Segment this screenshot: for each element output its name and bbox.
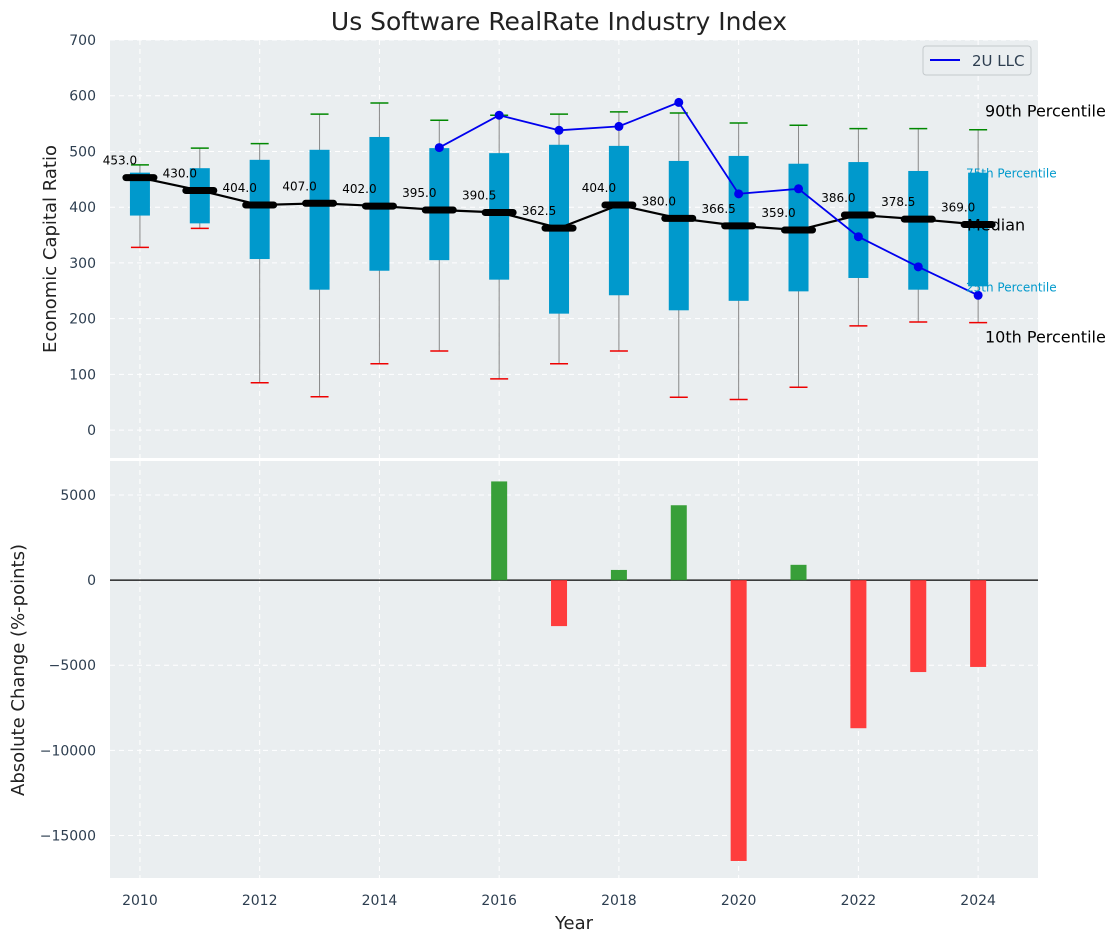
annotation-75th-percentile: 75th Percentile — [966, 167, 1057, 181]
change-bar-positive — [491, 481, 508, 581]
top-y-tick-label: 500 — [69, 144, 96, 160]
x-tick-label: 2016 — [481, 893, 517, 909]
x-tick-label: 2014 — [362, 893, 398, 909]
annotation-25th-percentile: 25th Percentile — [966, 280, 1057, 294]
top-y-tick-label: 700 — [69, 33, 96, 49]
bottom-y-tick-label: 0 — [87, 573, 96, 589]
annotation-median: Median — [967, 215, 1025, 234]
median-value-label: 386.0 — [821, 191, 855, 205]
median-value-label: 380.0 — [642, 194, 676, 208]
series-point-2u-llc — [614, 121, 624, 131]
series-point-2u-llc — [674, 97, 684, 107]
x-tick-label: 2024 — [960, 893, 996, 909]
x-axis-label: Year — [554, 913, 594, 934]
bottom-panel-background — [110, 461, 1038, 878]
median-value-label: 430.0 — [163, 166, 197, 180]
median-value-label: 402.0 — [342, 182, 376, 196]
series-line-2u-llc — [438, 101, 979, 297]
series-2u-llc-group — [434, 97, 983, 300]
top-panel-background — [110, 40, 1038, 458]
series-point-2u-llc — [853, 232, 863, 242]
iqr-box — [429, 148, 450, 261]
x-tick-label: 2018 — [601, 893, 637, 909]
iqr-box — [668, 160, 689, 311]
series-point-2u-llc — [434, 143, 444, 153]
iqr-box — [129, 172, 150, 216]
annotation-10th-percentile: 10th Percentile — [985, 328, 1106, 347]
percentile-annotations-group: 90th Percentile 75th Percentile Median 25th… — [966, 102, 1106, 347]
iqr-box — [608, 145, 629, 296]
chart-title: Us Software RealRate Industry Index — [331, 7, 787, 36]
top-y-tick-label: 300 — [69, 256, 96, 272]
median-value-label: 404.0 — [582, 181, 616, 195]
change-bar-positive — [670, 505, 687, 581]
change-bar-negative — [730, 580, 747, 861]
median-value-label: 407.0 — [282, 179, 316, 193]
x-tick-label: 2010 — [122, 893, 158, 909]
legend-label-2u-llc: 2U LLC — [972, 52, 1024, 70]
legend: 2U LLC — [922, 45, 1032, 76]
change-bars-group — [491, 481, 987, 861]
series-point-2u-llc — [494, 110, 504, 120]
top-y-tick-label: 0 — [87, 423, 96, 439]
iqr-box — [489, 153, 510, 280]
annotation-90th-percentile: 90th Percentile — [985, 102, 1106, 121]
median-value-label: 453.0 — [103, 154, 137, 168]
tick-labels-group: 0 100 200 300 400 500 600 700 5000 0 −5000 −10000 −1… — [40, 33, 996, 909]
bottom-y-axis-label: Absolute Change (%-points) — [8, 544, 29, 796]
top-y-tick-label: 200 — [69, 312, 96, 328]
change-bar-negative — [850, 580, 867, 729]
iqr-box — [249, 159, 270, 260]
top-y-tick-label: 100 — [69, 367, 96, 383]
iqr-box — [848, 162, 869, 278]
change-bar-negative — [910, 580, 927, 673]
legend-box — [922, 45, 1032, 76]
iqr-box — [908, 170, 929, 290]
iqr-box — [189, 168, 210, 224]
median-value-label: 362.5 — [522, 204, 556, 218]
change-bar-negative — [970, 580, 987, 667]
x-tick-label: 2012 — [242, 893, 278, 909]
change-bar-negative — [551, 580, 568, 627]
top-y-tick-label: 400 — [69, 200, 96, 216]
median-value-label: 359.0 — [761, 206, 795, 220]
iqr-box — [968, 172, 989, 287]
median-value-label: 390.5 — [462, 188, 496, 202]
median-value-label: 404.0 — [222, 181, 256, 195]
bottom-y-tick-label: 5000 — [60, 488, 96, 504]
bottom-y-tick-label: −10000 — [40, 743, 96, 759]
top-y-axis-label: Economic Capital Ratio — [40, 145, 61, 353]
series-point-2u-llc — [794, 184, 804, 194]
change-bar-positive — [610, 569, 627, 581]
series-point-2u-llc — [554, 125, 564, 135]
change-bar-positive — [790, 564, 807, 581]
series-point-2u-llc — [913, 262, 923, 272]
median-value-label: 378.5 — [881, 195, 915, 209]
median-value-label: 369.0 — [941, 200, 975, 214]
median-trend-group: 453.0 430.0 404.0 407.0 402.0 395.0 390.5 362.5… — [103, 154, 996, 234]
median-value-label: 395.0 — [402, 186, 436, 200]
bottom-y-tick-label: −15000 — [40, 828, 96, 844]
box-plot-group — [129, 102, 989, 401]
bottom-y-tick-label: −5000 — [49, 658, 96, 674]
series-point-2u-llc — [734, 189, 744, 199]
x-tick-label: 2020 — [721, 893, 757, 909]
median-value-label: 366.5 — [701, 202, 735, 216]
x-tick-label: 2022 — [841, 893, 877, 909]
top-y-tick-label: 600 — [69, 89, 96, 105]
series-point-2u-llc — [973, 290, 983, 300]
iqr-box — [309, 149, 330, 290]
